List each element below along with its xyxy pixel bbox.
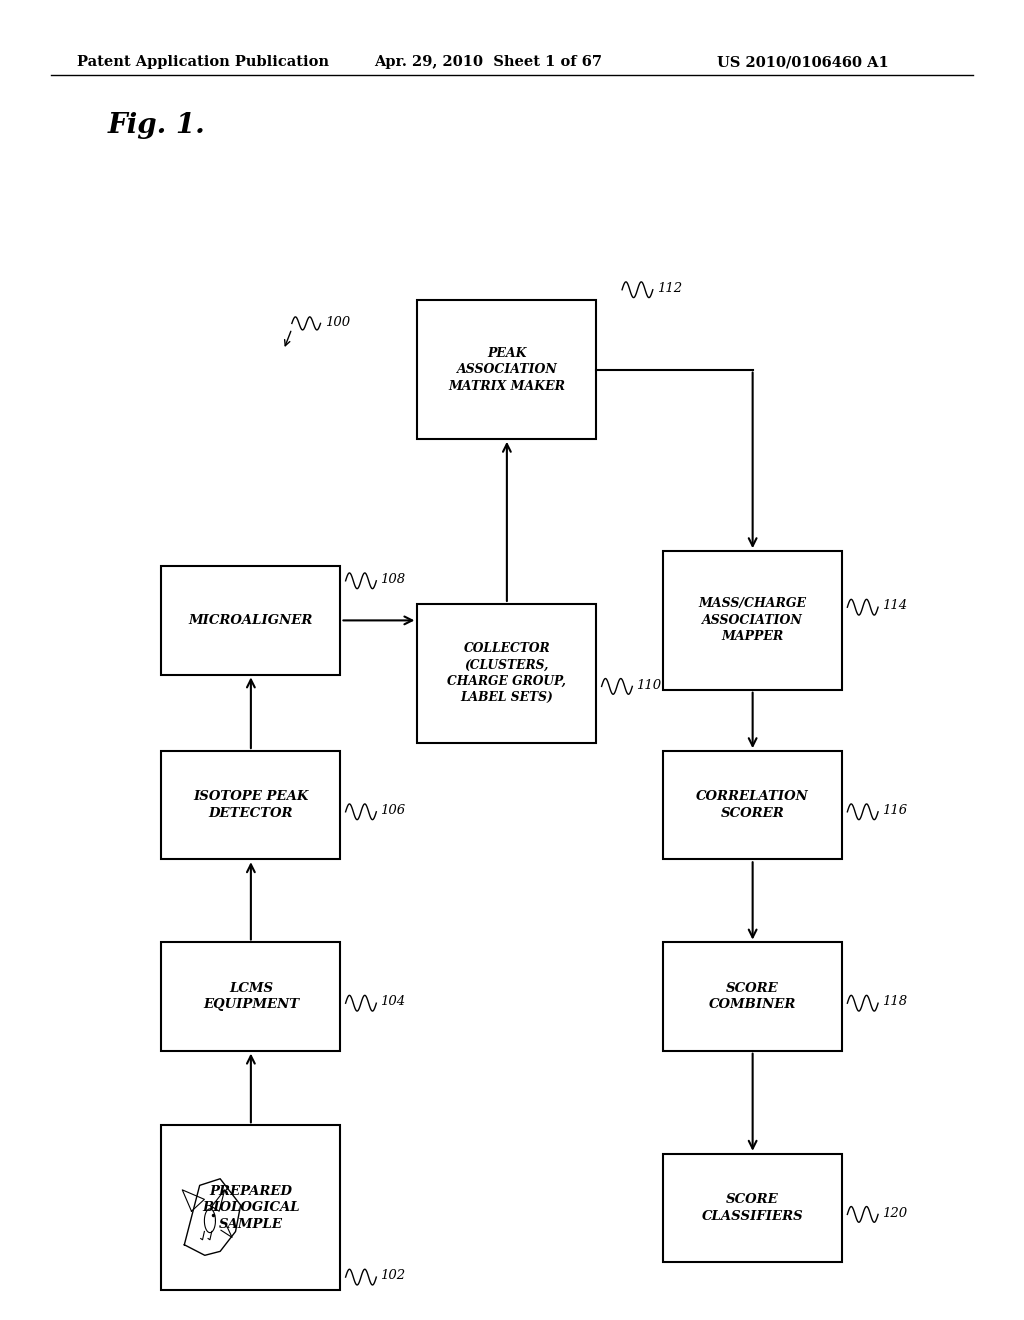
FancyBboxPatch shape xyxy=(664,552,842,689)
Text: Apr. 29, 2010  Sheet 1 of 67: Apr. 29, 2010 Sheet 1 of 67 xyxy=(374,55,602,70)
Text: 108: 108 xyxy=(381,573,406,586)
FancyBboxPatch shape xyxy=(418,605,596,742)
Text: PEAK
ASSOCIATION
MATRIX MAKER: PEAK ASSOCIATION MATRIX MAKER xyxy=(449,347,565,392)
Text: 116: 116 xyxy=(883,804,907,817)
Text: 118: 118 xyxy=(883,995,907,1008)
FancyBboxPatch shape xyxy=(418,301,596,438)
Text: LCMS
EQUIPMENT: LCMS EQUIPMENT xyxy=(203,982,299,1011)
Text: MASS/CHARGE
ASSOCIATION
MAPPER: MASS/CHARGE ASSOCIATION MAPPER xyxy=(698,598,807,643)
FancyBboxPatch shape xyxy=(162,1125,340,1291)
Text: US 2010/0106460 A1: US 2010/0106460 A1 xyxy=(717,55,889,70)
Text: 114: 114 xyxy=(883,599,907,612)
Text: 100: 100 xyxy=(325,315,350,329)
Text: Patent Application Publication: Patent Application Publication xyxy=(77,55,329,70)
Text: PREPARED
BIOLOGICAL
SAMPLE: PREPARED BIOLOGICAL SAMPLE xyxy=(202,1185,300,1230)
Text: 110: 110 xyxy=(637,678,662,692)
Text: 112: 112 xyxy=(657,282,682,294)
Text: ISOTOPE PEAK
DETECTOR: ISOTOPE PEAK DETECTOR xyxy=(194,791,308,820)
FancyBboxPatch shape xyxy=(162,942,340,1051)
Text: 104: 104 xyxy=(381,995,406,1008)
FancyBboxPatch shape xyxy=(162,751,340,859)
FancyBboxPatch shape xyxy=(664,942,842,1051)
FancyBboxPatch shape xyxy=(664,751,842,859)
FancyBboxPatch shape xyxy=(664,1154,842,1262)
Text: CORRELATION
SCORER: CORRELATION SCORER xyxy=(696,791,809,820)
Text: 106: 106 xyxy=(381,804,406,817)
Text: 120: 120 xyxy=(883,1206,907,1220)
Text: 102: 102 xyxy=(381,1270,406,1282)
Text: COLLECTOR
(CLUSTERS,
CHARGE GROUP,
LABEL SETS): COLLECTOR (CLUSTERS, CHARGE GROUP, LABEL… xyxy=(447,642,566,705)
Text: SCORE
COMBINER: SCORE COMBINER xyxy=(709,982,797,1011)
Text: Fig. 1.: Fig. 1. xyxy=(108,112,205,139)
FancyBboxPatch shape xyxy=(162,566,340,675)
Text: MICROALIGNER: MICROALIGNER xyxy=(188,614,313,627)
Text: SCORE
CLASSIFIERS: SCORE CLASSIFIERS xyxy=(701,1193,804,1222)
